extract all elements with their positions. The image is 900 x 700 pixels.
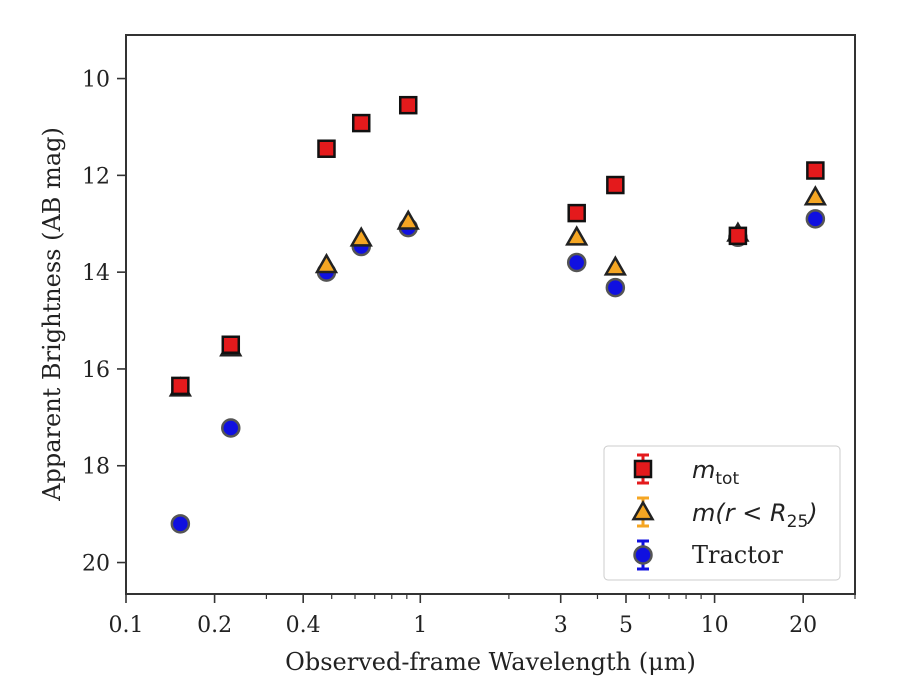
mr25-point [349, 226, 373, 247]
x-tick-label: 5 [619, 613, 633, 638]
mtot-point [317, 139, 336, 158]
tractor-point [605, 277, 626, 298]
x-tick-label: 0.1 [109, 613, 144, 638]
y-axis-title: Apparent Brightness (AB mag) [38, 127, 66, 502]
mr25-point [565, 225, 589, 246]
tractor-point [221, 418, 241, 438]
legend-tractor-label: Tractor [692, 541, 783, 569]
x-axis-ticks: 0.1 0.2 0.4 1 3 5 10 20 [109, 594, 856, 638]
mtot-point [806, 161, 825, 180]
mr25-point [603, 255, 627, 276]
legend-mtot-marker [633, 459, 653, 479]
y-tick-label: 14 [82, 261, 110, 286]
y-tick-label: 12 [82, 164, 110, 189]
tractor-point [805, 209, 826, 229]
plot-marks [168, 95, 828, 534]
legend-tractor-marker [633, 545, 653, 565]
plot-frame [125, 34, 856, 595]
mtot-point [398, 95, 418, 115]
tractor-point [170, 514, 191, 534]
mtot-point [728, 226, 748, 246]
x-tick-label: 1 [413, 613, 427, 638]
x-tick-label: 20 [789, 613, 817, 638]
mr25-point [803, 185, 828, 206]
legend-mr25-label: m(r < R25) [692, 499, 818, 532]
mtot-point [221, 335, 241, 354]
x-tick-label: 0.2 [197, 613, 232, 638]
x-tick-label: 3 [554, 613, 568, 638]
y-tick-label: 18 [82, 455, 110, 480]
mr25-point [396, 209, 420, 230]
y-axis-ticks: 10 12 14 16 18 20 [82, 68, 126, 577]
x-tick-label: 10 [701, 613, 729, 638]
legend: mtot m(r < R25) Tractor [603, 445, 841, 581]
x-axis-title: Observed-frame Wavelength (μm) [285, 648, 696, 676]
mtot-point [567, 203, 586, 223]
y-tick-label: 16 [82, 358, 110, 383]
legend-mtot-label: mtot [692, 456, 739, 489]
y-tick-label: 10 [82, 68, 110, 93]
tractor-point [566, 252, 587, 273]
mtot-point [606, 175, 625, 195]
mtot-point [351, 113, 371, 133]
legend-markers [631, 453, 655, 571]
y-tick-label: 20 [82, 552, 110, 577]
mtot-point [171, 376, 190, 396]
mr25-point [314, 252, 339, 274]
legend-box [603, 445, 841, 581]
x-tick-label: 0.4 [286, 613, 321, 638]
legend-mr25-marker [631, 499, 655, 521]
